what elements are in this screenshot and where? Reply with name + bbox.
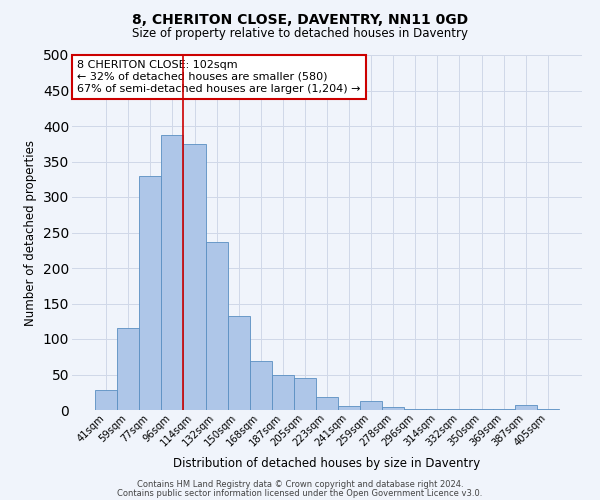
Bar <box>272 374 294 410</box>
Bar <box>206 242 227 410</box>
Text: Size of property relative to detached houses in Daventry: Size of property relative to detached ho… <box>132 28 468 40</box>
Bar <box>117 328 139 410</box>
Text: Contains HM Land Registry data © Crown copyright and database right 2024.: Contains HM Land Registry data © Crown c… <box>137 480 463 489</box>
Text: Contains public sector information licensed under the Open Government Licence v3: Contains public sector information licen… <box>118 488 482 498</box>
X-axis label: Distribution of detached houses by size in Daventry: Distribution of detached houses by size … <box>173 456 481 469</box>
Bar <box>95 390 117 410</box>
Bar <box>404 408 427 410</box>
Bar <box>316 396 338 410</box>
Bar <box>338 406 360 410</box>
Bar <box>382 407 404 410</box>
Bar <box>161 135 184 410</box>
Text: 8 CHERITON CLOSE: 102sqm
← 32% of detached houses are smaller (580)
67% of semi-: 8 CHERITON CLOSE: 102sqm ← 32% of detach… <box>77 60 361 94</box>
Bar <box>250 361 272 410</box>
Bar <box>515 405 537 410</box>
Bar <box>227 316 250 410</box>
Y-axis label: Number of detached properties: Number of detached properties <box>24 140 37 326</box>
Text: 8, CHERITON CLOSE, DAVENTRY, NN11 0GD: 8, CHERITON CLOSE, DAVENTRY, NN11 0GD <box>132 12 468 26</box>
Bar <box>360 401 382 410</box>
Bar <box>184 144 206 410</box>
Bar <box>294 378 316 410</box>
Bar <box>139 176 161 410</box>
